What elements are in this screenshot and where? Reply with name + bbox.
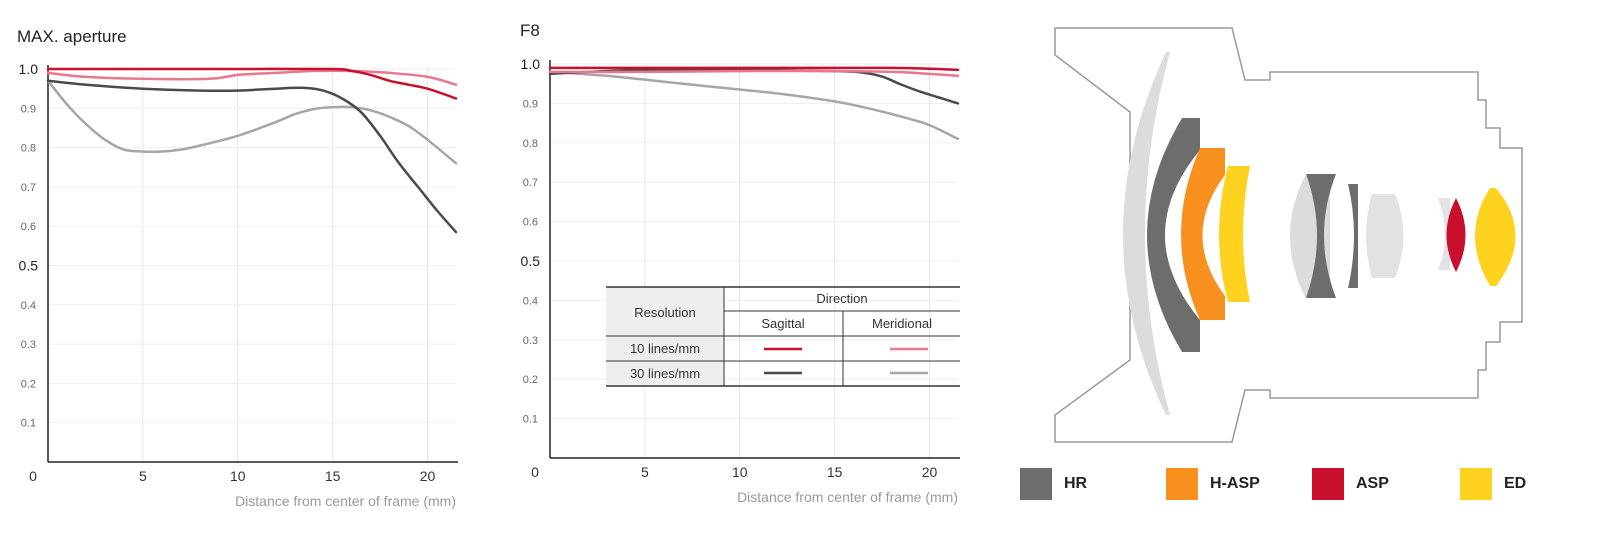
y-tick-label: 0.9 — [523, 98, 538, 110]
x-tick-label: 10 — [732, 464, 748, 480]
series-line-sag10 — [46, 67, 458, 100]
lens-barrel-outline — [1054, 27, 1523, 443]
legend-item-ed: ED — [1460, 468, 1526, 500]
y-tick-label: 0.8 — [523, 138, 538, 150]
x-tick-label: 15 — [325, 468, 341, 484]
ed-element-2 — [1475, 188, 1516, 286]
y-tick-label: 0.4 — [523, 295, 538, 307]
legend-label-ed: ED — [1504, 475, 1527, 492]
x-tick-label: 20 — [420, 468, 436, 484]
x-tick-label: 0 — [29, 468, 37, 484]
y-tick-label: 1.0 — [19, 61, 39, 77]
legend-item-h-asp: H-ASP — [1166, 468, 1260, 500]
hr-element-2 — [1306, 174, 1336, 298]
row-30-lines-label: 30 lines/mm — [630, 366, 700, 381]
light-grey-element-1 — [1366, 194, 1404, 278]
y-tick-label: 0.3 — [523, 335, 538, 347]
chart-title: MAX. aperture — [17, 27, 127, 46]
legend-label-h-asp: H-ASP — [1210, 475, 1260, 492]
mtf-charts: MAX. aperture 0.1 0.2 0.3 0.4 0.5 0.6 0.7 0.8 0.9… — [17, 21, 960, 509]
ed-swatch-icon — [1460, 468, 1492, 500]
x-tick-label: 5 — [641, 464, 649, 480]
y-tick-label: 0.1 — [523, 414, 538, 426]
x-tick-label: 10 — [230, 468, 246, 484]
asp-element — [1446, 198, 1466, 272]
hr-swatch-icon — [1020, 468, 1052, 500]
x-tick-label: 20 — [922, 464, 938, 480]
x-tick-label: 5 — [139, 468, 147, 484]
y-tick-label: 0.5 — [521, 253, 541, 269]
lens-construction-diagram — [1054, 27, 1523, 443]
sagittal-header: Sagittal — [761, 316, 804, 331]
x-axis-label: Distance from center of frame (mm) — [235, 493, 456, 509]
y-tick-label: 0.9 — [21, 103, 36, 115]
lens-element-legend: HR H-ASP ASP ED — [1020, 468, 1590, 504]
y-tick-label: 0.2 — [523, 374, 538, 386]
y-tick-label: 0.1 — [21, 418, 36, 430]
y-tick-label: 0.7 — [523, 177, 538, 189]
y-tick-label: 0.6 — [21, 221, 36, 233]
series-line-mer30 — [548, 70, 960, 141]
legend-label-asp: ASP — [1356, 475, 1389, 492]
light-grey-element-2 — [1438, 198, 1450, 270]
asp-swatch-icon — [1312, 468, 1344, 500]
x-tick-label: 15 — [827, 464, 843, 480]
front-meniscus-element — [1123, 52, 1170, 415]
chart-title: F8 — [520, 21, 540, 40]
series-line-mer10 — [548, 69, 960, 78]
series-line-sag30 — [46, 79, 458, 234]
legend-item-asp: ASP — [1312, 468, 1389, 500]
row-10-lines-label: 10 lines/mm — [630, 341, 700, 356]
direction-header: Direction — [816, 291, 867, 306]
y-tick-label: 0.3 — [21, 339, 36, 351]
hr-element-3 — [1348, 184, 1358, 288]
y-tick-label: 0.8 — [21, 143, 36, 155]
ed-element-1 — [1219, 166, 1250, 302]
y-tick-label: 0.6 — [523, 217, 538, 229]
series-line-mer10 — [46, 69, 458, 86]
series-line-mer30 — [46, 79, 458, 165]
x-axis-label: Distance from center of frame (mm) — [737, 489, 958, 505]
y-tick-label: 0.2 — [21, 378, 36, 390]
h-asp-swatch-icon — [1166, 468, 1198, 500]
series-line-sag10 — [548, 66, 960, 72]
legend-label-hr: HR — [1064, 475, 1088, 492]
resolution-header: Resolution — [634, 305, 695, 320]
y-tick-label: 0.7 — [21, 182, 36, 194]
mtf-chart-1: MAX. aperture 0.1 0.2 0.3 0.4 0.5 0.6 0.7 0.8 0.9… — [17, 27, 458, 509]
x-tick-label: 0 — [531, 464, 539, 480]
legend-item-hr: HR — [1020, 468, 1087, 500]
mtf-chart-2: F8 0.1 0.2 0.3 0.4 0.5 0.6 0.7 0.8 0.9 1.0 0 5 10 15 20… — [520, 21, 960, 505]
mtf-legend-table: Resolution Direction Sagittal Meridional… — [606, 286, 960, 388]
meridional-header: Meridional — [872, 316, 932, 331]
y-tick-label: 0.5 — [19, 258, 39, 274]
resolution-header-cell — [606, 287, 724, 336]
lens-element-white-cut — [1202, 175, 1225, 296]
y-tick-label: 1.0 — [521, 56, 541, 72]
series-line-sag30 — [548, 68, 960, 105]
y-tick-label: 0.4 — [21, 300, 36, 312]
